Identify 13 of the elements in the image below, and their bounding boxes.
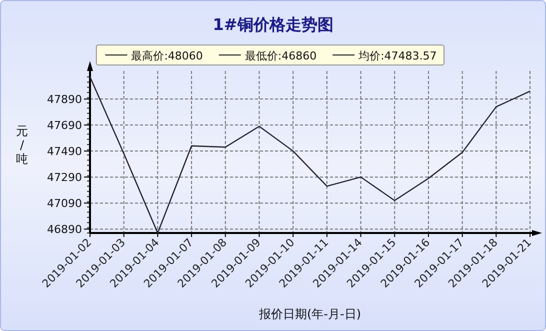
y-axis-title: 元/吨 <box>16 124 28 166</box>
line-series <box>89 76 531 234</box>
y-tick-label: 47290 <box>47 171 82 184</box>
chart-title: 1#铜价格走势图 <box>212 15 334 34</box>
text: 最高价:48060 <box>131 50 203 62</box>
y-tick-label: 47890 <box>47 93 82 106</box>
y-tick-label: 47490 <box>47 145 82 158</box>
y-tick-label: 47090 <box>47 197 82 210</box>
y-tick-label: 46890 <box>47 223 82 236</box>
text: 最低价:46860 <box>244 50 317 62</box>
x-axis-title: 报价日期(年-月-日) <box>258 307 362 321</box>
text: 均价:47483.57 <box>358 50 437 62</box>
y-tick-label: 47690 <box>47 119 82 132</box>
